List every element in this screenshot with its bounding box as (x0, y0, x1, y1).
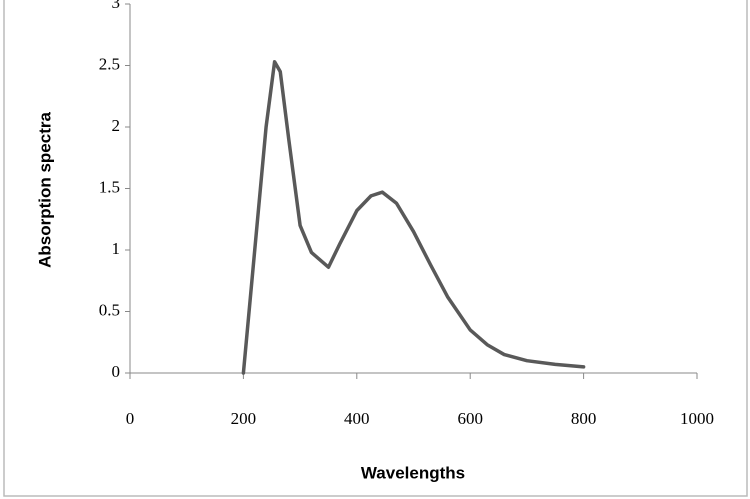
y-tick-label: 3 (112, 0, 121, 12)
y-tick-label: 2 (112, 116, 121, 135)
data-line (241, 60, 586, 375)
x-tick-label: 0 (126, 409, 135, 428)
y-tick-label: 2.5 (99, 54, 120, 73)
y-axis-title: Absorption spectra (35, 112, 54, 268)
x-tick-label: 800 (571, 409, 597, 428)
y-tick-label: 1 (112, 239, 121, 258)
chart-frame (3, 0, 748, 497)
x-tick-label: 200 (231, 409, 257, 428)
x-axis-title: Wavelengths (361, 463, 465, 482)
x-tick-label: 600 (457, 409, 483, 428)
y-tick-label: 0.5 (99, 300, 120, 319)
x-tick-label: 1000 (680, 409, 714, 428)
x-tick-label: 400 (344, 409, 370, 428)
y-tick-label: 1.5 (99, 177, 120, 196)
y-tick-label: 0 (112, 362, 121, 381)
